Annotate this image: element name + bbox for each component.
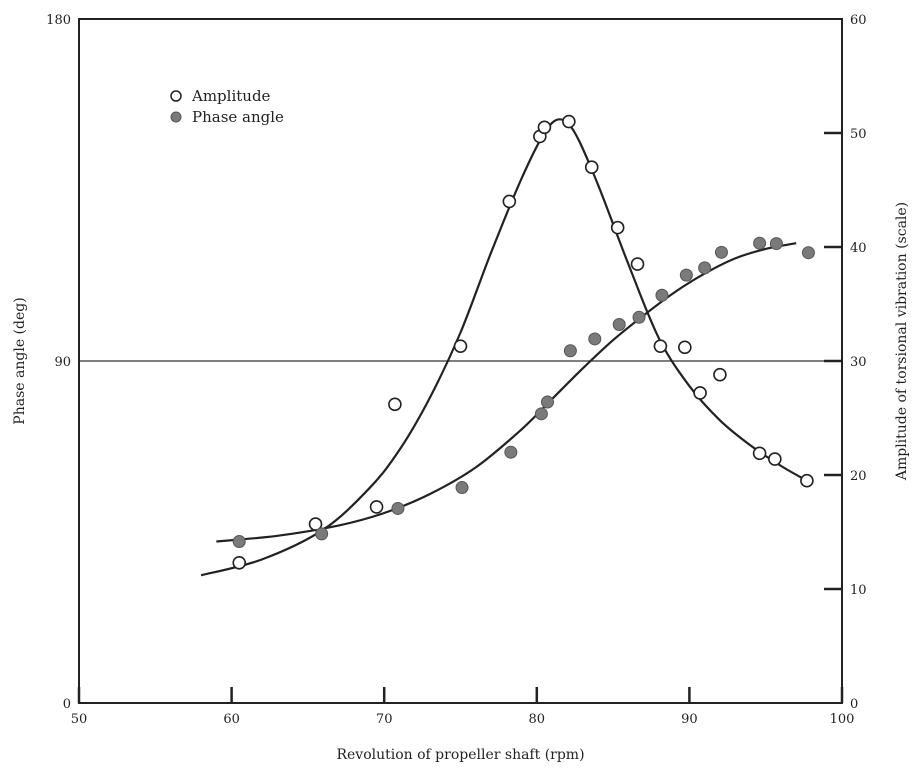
phase-angle-point-16 <box>769 237 783 251</box>
y-right-tick-label-50: 50 <box>850 127 867 142</box>
amplitude-point-16 <box>752 446 767 461</box>
amplitude-point-10 <box>610 220 625 235</box>
y-right-tick-label-60: 60 <box>850 13 867 28</box>
amplitude-point-8 <box>562 114 576 129</box>
y-right-tick-label-0: 0 <box>850 697 858 712</box>
y-right-tick-label-30: 30 <box>850 355 867 370</box>
phase-angle-point-10 <box>632 310 646 324</box>
amplitude-point-18 <box>800 473 814 488</box>
amplitude-point-0 <box>232 555 247 570</box>
legend-phase-angle-label: Phase angle <box>192 108 284 126</box>
phase-angle-point-14 <box>714 245 728 259</box>
x-tick-label-90: 90 <box>681 712 698 727</box>
phase-angle-point-17 <box>801 246 815 260</box>
y-axis-right-title: Amplitude of torsional vibration (scale) <box>894 202 910 481</box>
amplitude-point-7 <box>537 120 552 135</box>
x-tick-label-50: 50 <box>71 712 88 727</box>
legend-amplitude-marker <box>170 90 182 102</box>
amplitude-point-15 <box>713 367 727 382</box>
phase-angle-point-5 <box>534 407 548 421</box>
phase-angle-point-2 <box>391 501 405 515</box>
amplitude-point-5 <box>502 194 517 209</box>
phase-angle-point-11 <box>655 288 669 302</box>
y-right-tick-label-20: 20 <box>850 469 867 484</box>
phase-angle-point-8 <box>588 332 602 346</box>
amplitude-point-17 <box>768 452 782 466</box>
x-tick-label-60: 60 <box>223 712 240 727</box>
y-right-tick-label-40: 40 <box>850 241 867 256</box>
phase-angle-fit-curve <box>216 242 797 543</box>
phase-angle-point-9 <box>612 318 626 332</box>
legend: Amplitude Phase angle <box>170 87 284 126</box>
y-left-tick-label-90: 90 <box>54 355 71 370</box>
amplitude-point-13 <box>678 340 692 355</box>
amplitude-fit-curve <box>200 118 808 577</box>
amplitude-point-9 <box>584 160 599 174</box>
x-axis-title: Revolution of propeller shaft (rpm) <box>336 747 584 763</box>
amplitude-point-4 <box>453 339 468 353</box>
phase-angle-point-4 <box>504 445 518 459</box>
amplitude-point-2 <box>369 500 384 514</box>
phase-angle-point-15 <box>753 236 767 250</box>
phase-angle-point-7 <box>563 344 577 358</box>
legend-amplitude-label: Amplitude <box>191 87 271 105</box>
phase-angle-point-0 <box>232 535 246 548</box>
phase-angle-point-1 <box>315 527 329 541</box>
x-tick-label-70: 70 <box>376 712 393 727</box>
amplitude-point-11 <box>630 257 645 271</box>
y-left-tick-label-180: 180 <box>46 13 71 28</box>
phase-angle-point-13 <box>698 261 712 275</box>
legend-phase-angle-marker <box>170 111 182 123</box>
y-left-tick-label-0: 0 <box>63 697 71 712</box>
x-tick-label-100: 100 <box>830 712 855 727</box>
phase-angle-point-6 <box>540 395 554 409</box>
amplitude-point-12 <box>653 339 668 353</box>
x-tick-label-80: 80 <box>529 712 546 727</box>
amplitude-point-3 <box>388 397 402 412</box>
y-axis-left-title: Phase angle (deg) <box>12 297 28 424</box>
phase-angle-point-3 <box>455 481 469 495</box>
y-right-tick-label-10: 10 <box>850 583 867 598</box>
amplitude-point-14 <box>693 386 707 400</box>
phase-angle-point-12 <box>679 268 693 282</box>
amplitude-point-1 <box>308 517 323 531</box>
